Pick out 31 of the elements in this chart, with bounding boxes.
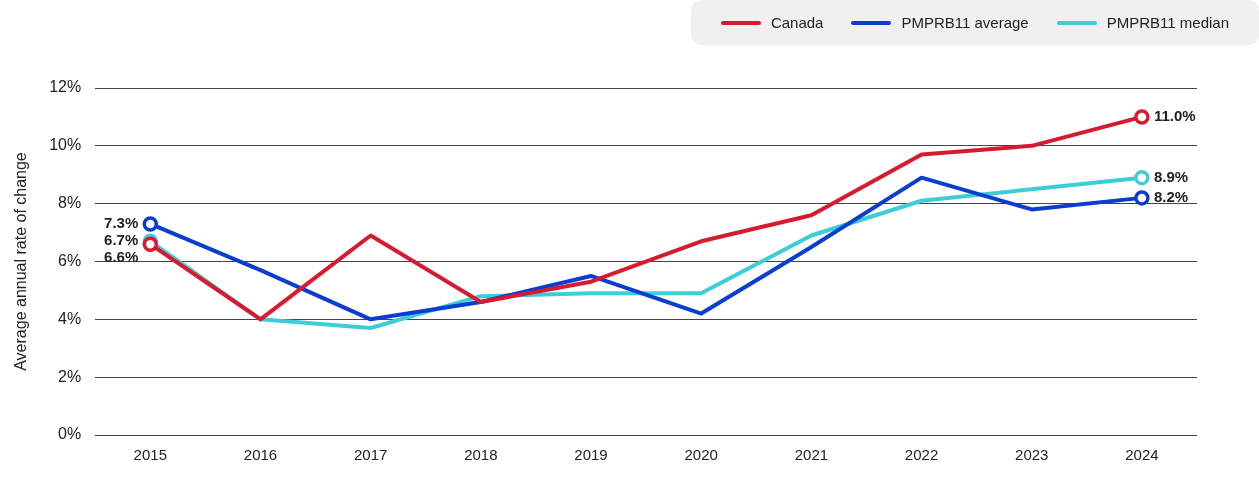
y-tick-label: 10% (49, 136, 82, 154)
y-tick-label: 6% (58, 251, 82, 269)
data-label: 8.9% (1153, 167, 1189, 185)
data-label: 6.6% (104, 248, 139, 266)
y-tick-label: 4% (58, 309, 82, 327)
x-tick-label: 2018 (464, 446, 498, 464)
point (1134, 190, 1150, 206)
x-tick-label: 2024 (1125, 446, 1159, 464)
x-tick-label: 2016 (243, 446, 278, 464)
y-tick-label: 12% (49, 78, 82, 96)
x-tick-label: 2017 (353, 446, 388, 464)
y-tick-label: 0% (58, 425, 82, 443)
data-label: 11.0% (1153, 107, 1196, 125)
x-tick-label: 2023 (1015, 446, 1049, 464)
point (142, 216, 159, 232)
data-label: 7.3% (104, 214, 139, 232)
x-tick-label: 2021 (794, 446, 829, 464)
point (1134, 169, 1150, 186)
point (1134, 109, 1150, 125)
y-tick-label: 2% (58, 367, 82, 385)
legend-label: PMPRB11 average (901, 14, 1029, 31)
data-label: 8.2% (1153, 188, 1189, 206)
x-tick-label: 2020 (684, 446, 718, 464)
y-tick-label: 8% (58, 194, 82, 212)
legend-label: Canada (770, 14, 824, 31)
x-tick-label: 2022 (904, 446, 939, 464)
y-axis-title: Average annual rate of change (12, 152, 30, 371)
x-tick-label: 2015 (133, 446, 167, 464)
x-tick-label: 2019 (574, 446, 608, 464)
data-label: 6.7% (104, 231, 139, 249)
legend-label: PMPRB11 median (1106, 14, 1229, 31)
